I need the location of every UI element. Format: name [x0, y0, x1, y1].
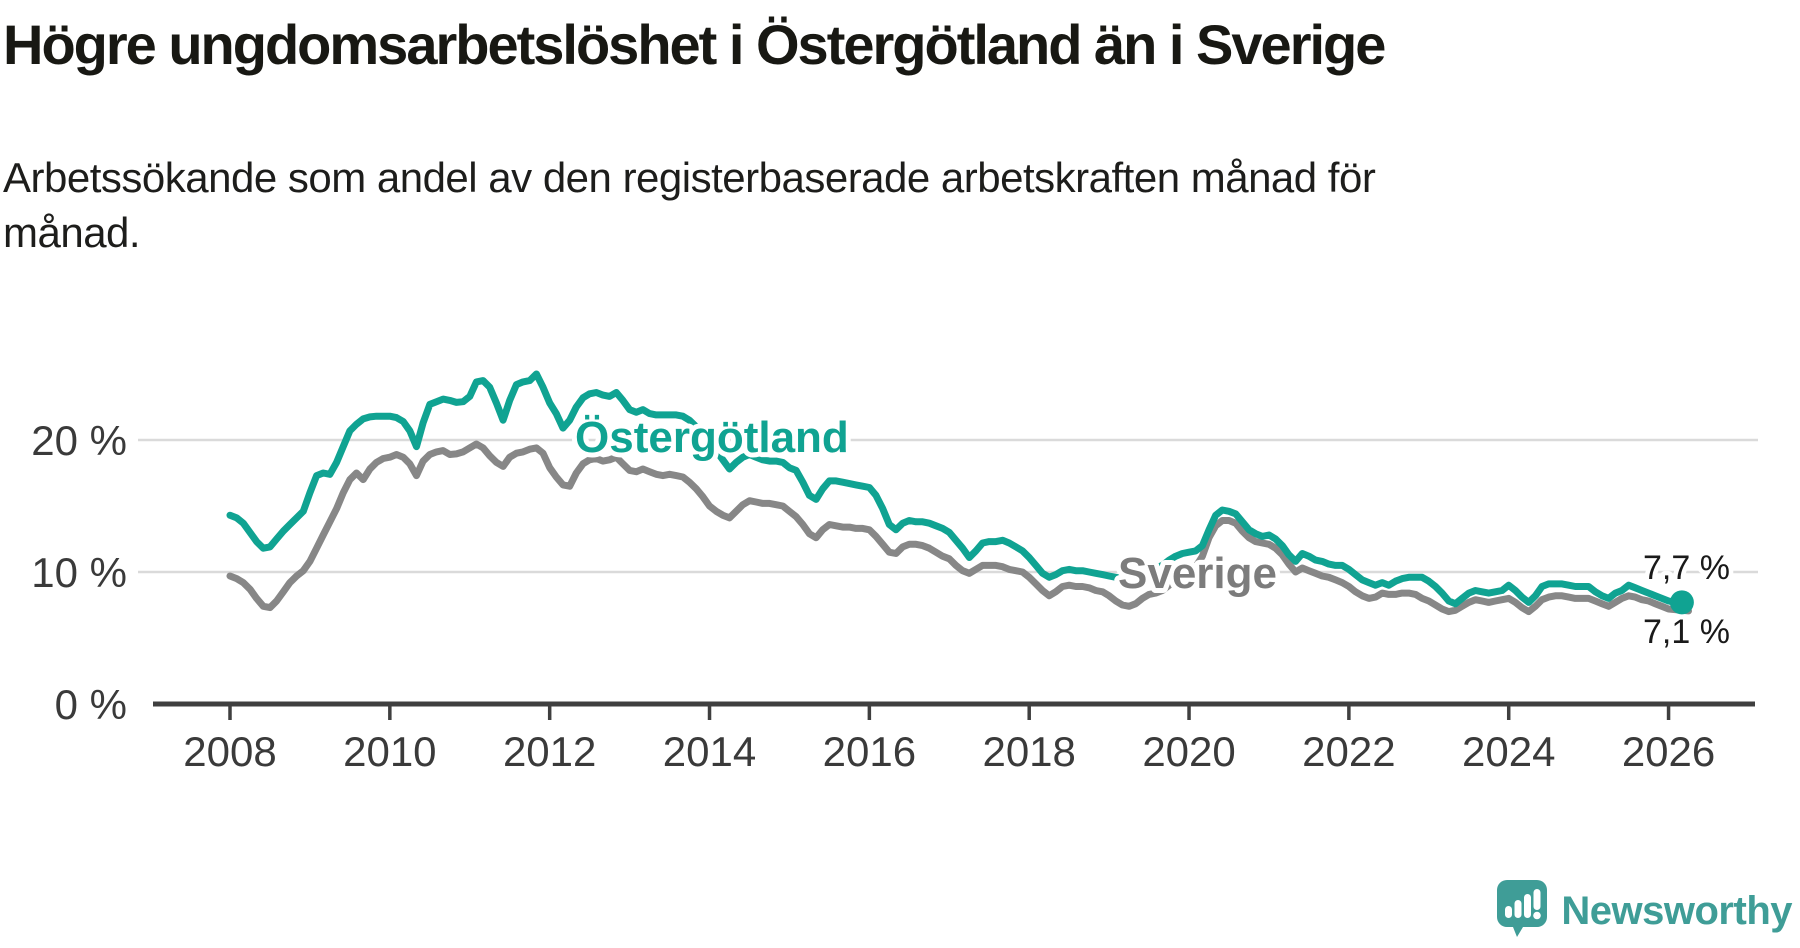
y-axis-labels: 0 % 10 % 20 % — [31, 417, 127, 728]
ostergotland-line — [226, 370, 1686, 608]
ostergotland-end-dot — [1669, 590, 1694, 615]
x-tick-label: 2012 — [503, 728, 596, 775]
x-tick-label: 2016 — [823, 728, 916, 775]
newsworthy-wordmark: Newsworthy — [1561, 888, 1792, 933]
page-title: Högre ungdomsarbetslöshet i Östergötland… — [3, 13, 1386, 76]
x-tick-label: 2008 — [183, 728, 276, 775]
x-tick-label: 2022 — [1302, 728, 1395, 775]
subtitle-line-1: Arbetssökande som andel av den registerb… — [3, 154, 1376, 201]
ostergotland-series-label: Östergötland — [575, 413, 849, 462]
x-tick-label: 2018 — [982, 728, 1075, 775]
y-tick-label: 10 % — [31, 549, 127, 596]
sverige-line — [226, 440, 1692, 616]
subtitle-line-2: månad. — [3, 209, 141, 256]
newsworthy-logo[interactable]: Newsworthy — [1497, 880, 1792, 942]
x-tick-label: 2024 — [1462, 728, 1555, 775]
x-axis-labels: 2008 2010 2012 2014 2016 2018 2020 2022 2024 2026 — [183, 728, 1715, 775]
ostergotland-end-value-label: 7,7 % — [1643, 549, 1730, 587]
x-tick-label: 2026 — [1622, 728, 1715, 775]
x-tick-label: 2020 — [1142, 728, 1235, 775]
newsworthy-bubble-icon — [1497, 880, 1548, 937]
chart-subtitle: Arbetssökande som andel av den registerb… — [3, 150, 1376, 260]
sverige-series-label: Sverige — [1118, 549, 1277, 598]
y-gridlines — [138, 438, 1758, 574]
x-axis-ticks — [228, 704, 1671, 720]
sverige-end-value-label: 7,1 % — [1643, 613, 1730, 651]
x-tick-label: 2014 — [663, 728, 756, 775]
y-tick-label: 20 % — [31, 417, 127, 464]
y-tick-label: 0 % — [55, 681, 127, 728]
x-tick-label: 2010 — [343, 728, 436, 775]
